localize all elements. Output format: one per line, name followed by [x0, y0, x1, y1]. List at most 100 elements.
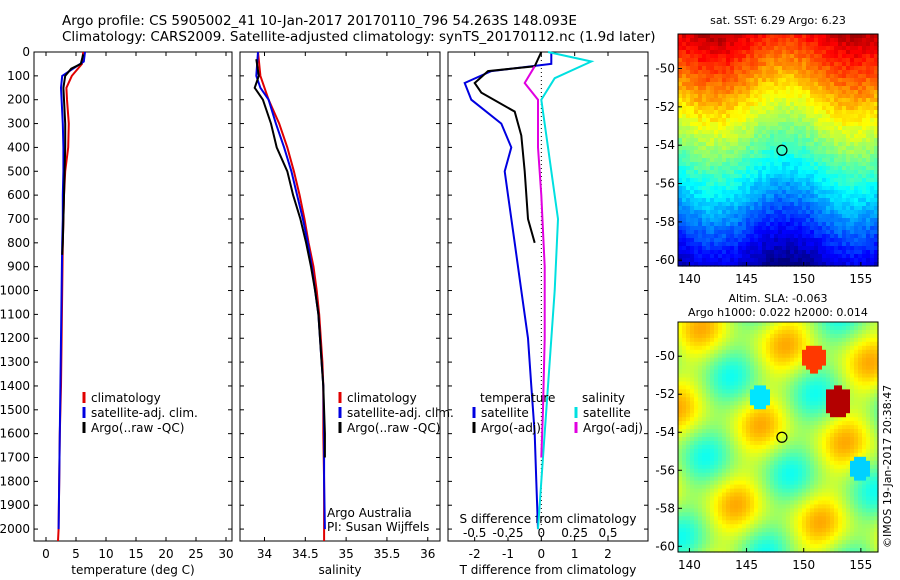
map-cell — [754, 464, 759, 470]
map-cell — [842, 258, 847, 263]
map-cell — [706, 341, 711, 347]
map-cell — [782, 504, 787, 509]
map-cell — [862, 254, 867, 259]
map-cell — [850, 82, 855, 87]
map-cell — [866, 106, 871, 111]
map-cell — [786, 444, 791, 450]
map-cell — [734, 42, 739, 47]
map-cell — [714, 361, 719, 367]
map-cell — [826, 134, 831, 139]
map-cell — [722, 496, 727, 502]
map-cell — [706, 460, 711, 466]
map-cell — [682, 34, 687, 39]
map-cell — [830, 82, 835, 87]
map-cell — [722, 417, 727, 422]
map-cell — [818, 66, 823, 71]
legend-entry: satellite — [583, 406, 631, 420]
map-cell — [754, 162, 759, 167]
map-cell — [686, 393, 691, 398]
map-cell — [726, 437, 731, 442]
map-cell — [746, 417, 751, 422]
map-cell — [714, 146, 719, 151]
map-cell — [706, 512, 711, 517]
map-cell — [834, 38, 839, 43]
map-cell — [742, 218, 747, 223]
map-cell — [826, 130, 831, 135]
map-cell — [786, 452, 791, 458]
map-cell — [698, 154, 703, 159]
map-cell — [754, 94, 759, 99]
map-cell — [774, 544, 779, 549]
map-cell — [678, 58, 683, 63]
map-cell — [766, 130, 771, 135]
map-cell — [790, 421, 795, 426]
map-cell — [802, 393, 807, 398]
map-cell — [706, 381, 711, 387]
sst-map — [678, 34, 879, 267]
map-cell — [758, 500, 763, 505]
map-cell — [770, 170, 775, 175]
map-cell — [698, 242, 703, 247]
map-cell — [694, 126, 699, 131]
map-cell — [690, 262, 695, 267]
map-cell — [786, 357, 791, 363]
map-cell — [858, 78, 863, 83]
map-cell — [778, 460, 783, 466]
map-cell — [798, 42, 803, 47]
map-cell — [690, 182, 695, 187]
map-cell — [762, 393, 767, 398]
map-cell — [794, 174, 799, 179]
map-cell — [758, 417, 763, 422]
map-cell — [786, 425, 791, 430]
map-cell — [766, 82, 771, 87]
map-cell — [702, 361, 707, 367]
map-cell — [746, 437, 751, 442]
map-cell — [718, 158, 723, 163]
map-cell — [698, 250, 703, 255]
y-tick-label: 1000 — [0, 284, 30, 298]
map-cell — [774, 425, 779, 430]
map-cell — [818, 206, 823, 211]
map-cell — [862, 250, 867, 255]
map-cell — [822, 62, 827, 67]
map-cell — [690, 50, 695, 55]
map-cell — [754, 504, 759, 509]
map-cell — [770, 130, 775, 135]
map-cell — [682, 425, 687, 430]
map-cell — [798, 150, 803, 155]
map-cell — [682, 102, 687, 107]
map-cell — [694, 512, 699, 517]
map-cell — [738, 425, 743, 430]
map-cell — [690, 369, 695, 375]
map-cell — [734, 361, 739, 367]
map-cell — [750, 82, 755, 87]
legend-entry: Argo(-adj) — [481, 421, 541, 435]
map-cell — [678, 341, 683, 347]
map-cell — [826, 198, 831, 203]
map-cell — [766, 34, 771, 39]
map-cell — [718, 42, 723, 47]
map-cell — [754, 444, 759, 450]
map-cell — [750, 242, 755, 247]
map-cell — [722, 134, 727, 139]
map-cell — [678, 488, 683, 494]
map-cell — [782, 437, 787, 442]
map-cell — [782, 222, 787, 227]
map-cell — [818, 106, 823, 111]
map-cell — [834, 170, 839, 175]
map-cell — [750, 520, 755, 525]
map-cell — [774, 86, 779, 91]
top-tick-label: 0.25 — [561, 526, 588, 540]
map-cell — [742, 254, 747, 259]
map-cell — [866, 126, 871, 131]
map-cell — [690, 226, 695, 231]
map-cell — [810, 146, 815, 151]
map-cell — [850, 98, 855, 103]
map-cell — [694, 262, 699, 267]
map-cell — [834, 142, 839, 147]
map-cell — [730, 528, 735, 533]
map-cell — [850, 170, 855, 175]
map-cell — [754, 174, 759, 179]
map-cell — [758, 130, 763, 135]
map-cell — [830, 242, 835, 247]
